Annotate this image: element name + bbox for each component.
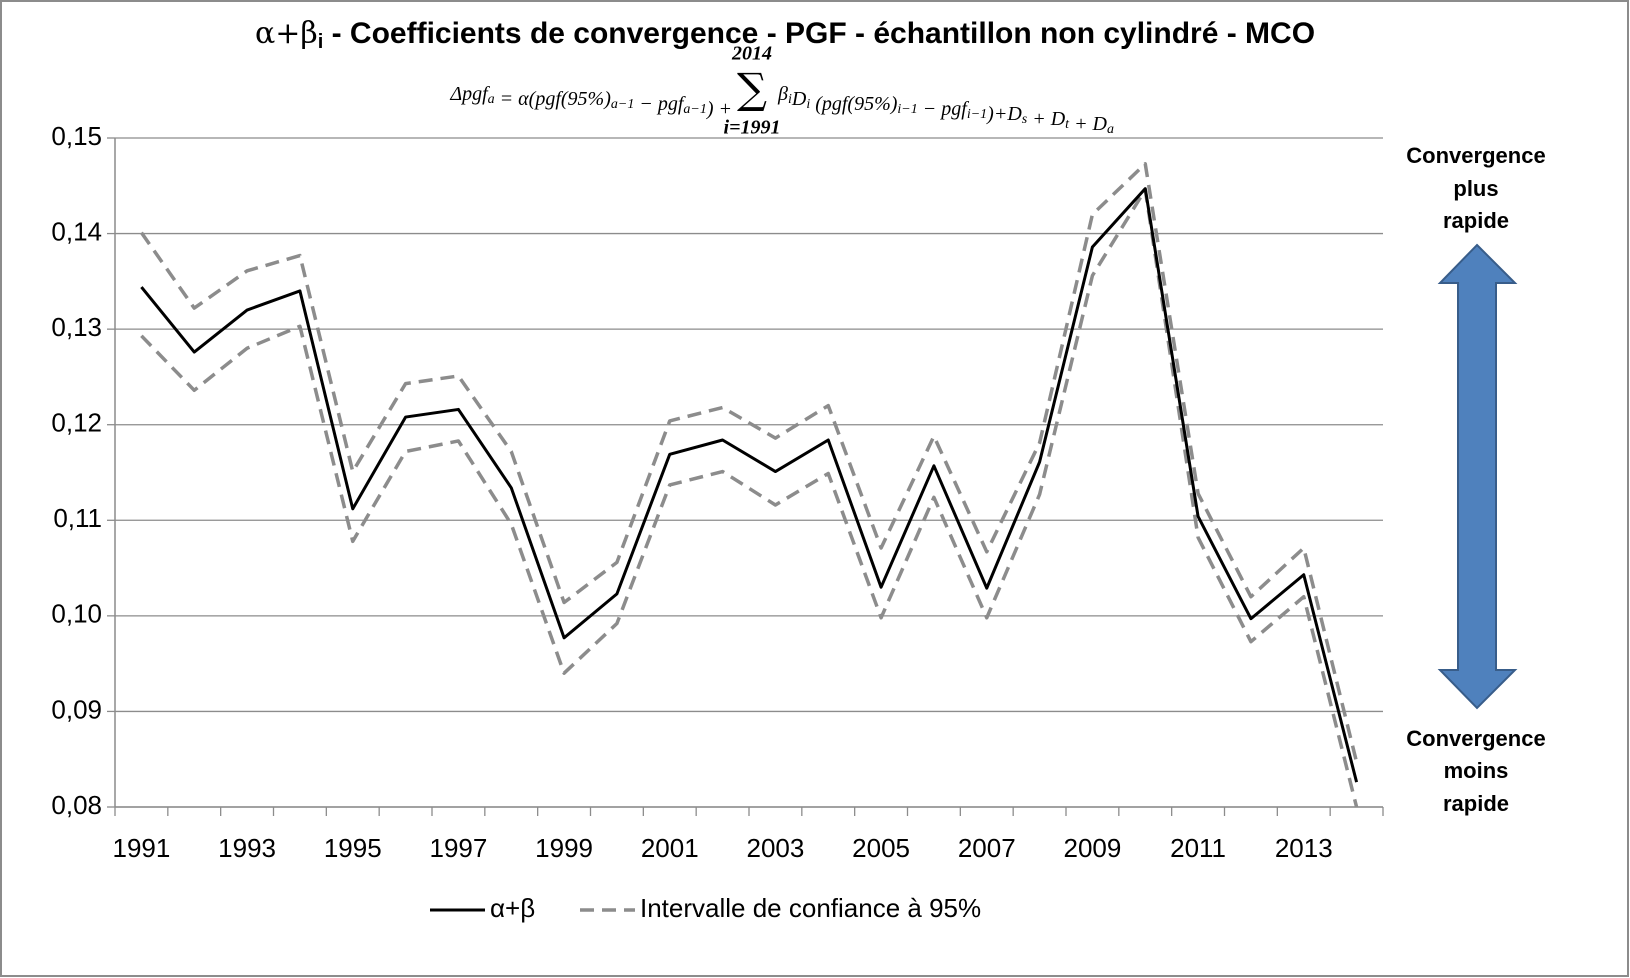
formula-sub: a−1 — [683, 102, 706, 117]
annotation: Convergence — [1406, 726, 1545, 751]
series-line — [140, 187, 1359, 808]
formula-part: Δpgfa = α(pgf(95%)a−1 − pgfa−1) + — [449, 83, 732, 120]
formula-text: Δpgf — [449, 83, 490, 105]
legend-label: Intervalle de confiance à 95% — [640, 893, 981, 923]
formula-sum: ∑ — [737, 64, 767, 113]
x-tick-label: 1993 — [218, 833, 276, 863]
y-tick-label: 0,13 — [51, 312, 102, 342]
y-tick-label: 0,09 — [51, 694, 102, 724]
x-tick-label: 1999 — [535, 833, 593, 863]
y-tick-label: 0,11 — [53, 503, 102, 533]
x-tick-label: 2001 — [641, 833, 699, 863]
series-line — [140, 187, 1359, 783]
formula-text: ) + — [706, 98, 732, 120]
legend-label: α+β — [490, 893, 535, 923]
x-tick-label: 2013 — [1275, 833, 1333, 863]
annotation: rapide — [1443, 791, 1509, 816]
arrow-shape — [1437, 243, 1518, 710]
formula-text: + D — [1027, 108, 1065, 130]
formula-text: )+D — [986, 103, 1022, 125]
formula-sub: a — [488, 92, 495, 107]
y-tick-label: 0,08 — [51, 790, 102, 820]
formula-text: D — [791, 88, 807, 110]
formula-text: = α(pgf(95%) — [495, 88, 612, 110]
x-tick-label: 2003 — [746, 833, 804, 863]
y-tick-label: 0,14 — [51, 216, 102, 246]
formula-sub: a — [1107, 122, 1114, 137]
y-tick-label: 0,15 — [51, 121, 102, 151]
formula-sub: i — [788, 92, 792, 107]
formula-sub: i−1 — [967, 107, 987, 122]
x-tick-label: 2011 — [1170, 833, 1226, 863]
double-arrow — [1437, 243, 1518, 710]
formula-text: + D — [1069, 113, 1107, 135]
x-tick-label: 2005 — [852, 833, 910, 863]
x-tick-label: 1995 — [324, 833, 382, 863]
formula-sub: t — [1065, 117, 1070, 132]
formula-text: − pgf — [634, 93, 685, 115]
formula-text: (pgf(95%) — [810, 93, 898, 115]
x-tick-label: 1997 — [429, 833, 487, 863]
x-tick-label: 1991 — [112, 833, 170, 863]
formula-sum-to: 2014 — [731, 43, 772, 65]
title-greek: α+β — [255, 16, 318, 51]
formula-text: β — [777, 83, 788, 105]
annotation: plus — [1453, 176, 1498, 201]
annotation: moins — [1444, 758, 1509, 783]
title-sub: i — [318, 31, 324, 53]
formula-sum-from: i=1991 — [724, 117, 781, 139]
formula-part: βiDi (pgf(95%)i−1 − pgfi−1)+Ds + Dt + Da — [777, 83, 1114, 138]
formula-text: − pgf — [918, 98, 969, 120]
y-tick-label: 0,10 — [51, 599, 102, 629]
formula-sub: i — [806, 97, 810, 112]
formula-sub: s — [1022, 112, 1028, 127]
x-tick-label: 2007 — [958, 833, 1016, 863]
formula-sub: i−1 — [897, 102, 917, 117]
chart-title: α+βi - Coefficients de convergence - PGF… — [255, 16, 1315, 53]
title-rest: - Coefficients de convergence - PGF - éc… — [323, 17, 1315, 50]
annotation: rapide — [1443, 208, 1509, 233]
x-tick-label: 2009 — [1063, 833, 1121, 863]
y-tick-label: 0,12 — [51, 408, 102, 438]
series-line — [139, 162, 1359, 763]
formula-sub: a−1 — [611, 97, 634, 112]
annotation: Convergence — [1406, 143, 1545, 168]
